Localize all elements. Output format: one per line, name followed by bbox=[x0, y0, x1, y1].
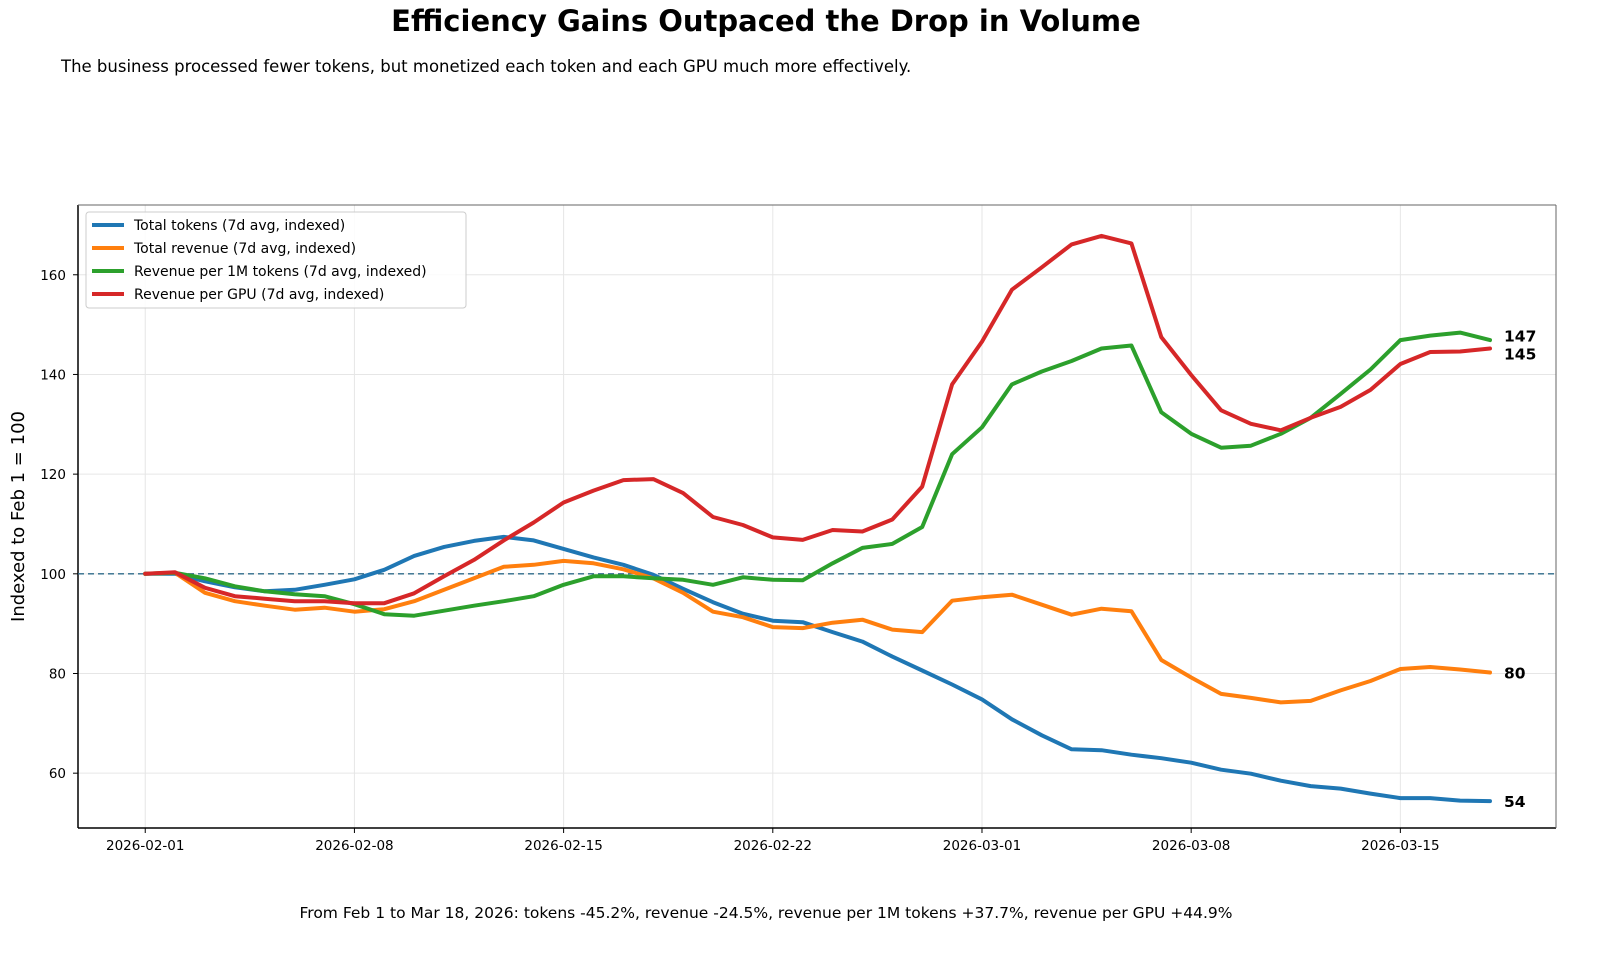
legend-entry: Revenue per GPU (7d avg, indexed) bbox=[134, 287, 384, 303]
x-tick-label: 2026-03-15 bbox=[1361, 838, 1439, 854]
legend-entry: Total tokens (7d avg, indexed) bbox=[133, 218, 345, 234]
y-tick-label: 120 bbox=[40, 467, 66, 483]
x-tick-label: 2026-02-15 bbox=[524, 838, 602, 854]
x-tick-label: 2026-03-01 bbox=[943, 838, 1021, 854]
end-value-label: 147 bbox=[1504, 327, 1536, 345]
series-line-0 bbox=[143, 534, 1492, 804]
series-line-2 bbox=[143, 330, 1492, 618]
legend-box bbox=[85, 211, 467, 309]
chart-footer-summary: From Feb 1 to Mar 18, 2026: tokens -45.2… bbox=[299, 904, 1233, 922]
chart-title: Efficiency Gains Outpaced the Drop in Vo… bbox=[391, 4, 1141, 38]
end-value-label: 54 bbox=[1504, 793, 1526, 811]
end-value-label: 145 bbox=[1504, 345, 1536, 363]
series-line-3 bbox=[143, 233, 1492, 606]
y-tick-label: 80 bbox=[49, 666, 66, 682]
end-value-label: 80 bbox=[1504, 665, 1526, 683]
legend-entry: Revenue per 1M tokens (7d avg, indexed) bbox=[134, 264, 427, 280]
x-tick-label: 2026-02-01 bbox=[106, 838, 184, 854]
x-tick-label: 2026-03-08 bbox=[1152, 838, 1230, 854]
y-tick-label: 100 bbox=[40, 567, 66, 583]
y-axis-label: Indexed to Feb 1 = 100 bbox=[8, 411, 29, 622]
y-tick-label: 60 bbox=[49, 766, 66, 782]
chart-subtitle: The business processed fewer tokens, but… bbox=[61, 57, 912, 76]
legend-entry: Total revenue (7d avg, indexed) bbox=[133, 241, 356, 257]
y-tick-label: 160 bbox=[40, 268, 66, 284]
x-tick-label: 2026-02-08 bbox=[315, 838, 393, 854]
y-tick-label: 140 bbox=[40, 367, 66, 383]
x-tick-label: 2026-02-22 bbox=[734, 838, 812, 854]
